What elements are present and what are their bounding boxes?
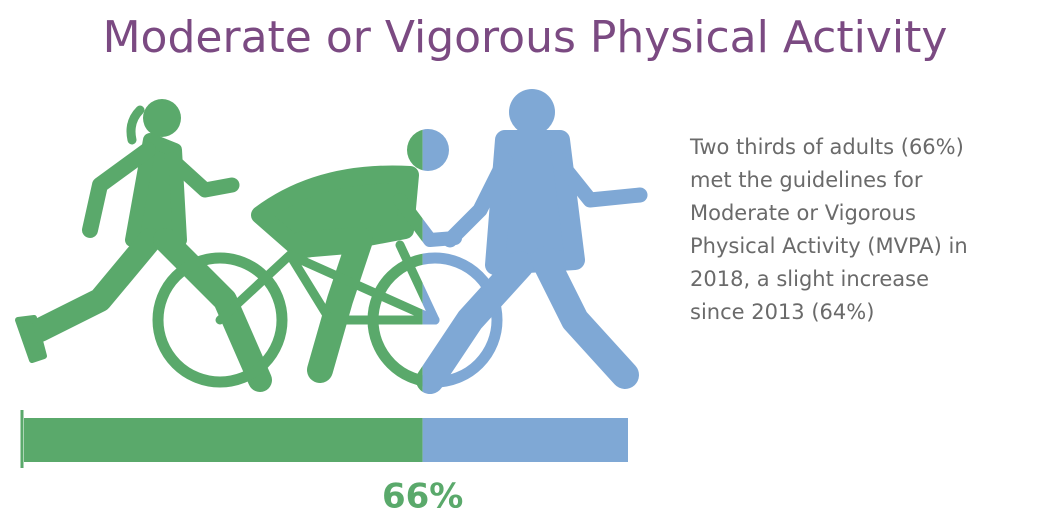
title: Moderate or Vigorous Physical Activity <box>103 12 948 63</box>
description-line: Moderate or Vigorous <box>690 201 916 225</box>
description-line: Two thirds of adults (66%) <box>689 135 964 159</box>
description: Two thirds of adults (66%) met the guidel… <box>689 135 968 324</box>
bar-remainder <box>422 418 628 462</box>
description-line: 2018, a slight increase <box>690 267 929 291</box>
bar-filled <box>24 418 423 462</box>
description-line: since 2013 (64%) <box>690 300 874 324</box>
description-line: Physical Activity (MVPA) in <box>690 234 968 258</box>
progress-bar <box>24 418 628 462</box>
silhouettes <box>18 89 640 382</box>
description-line: met the guidelines for <box>690 168 923 192</box>
value-label: 66% <box>382 477 463 516</box>
